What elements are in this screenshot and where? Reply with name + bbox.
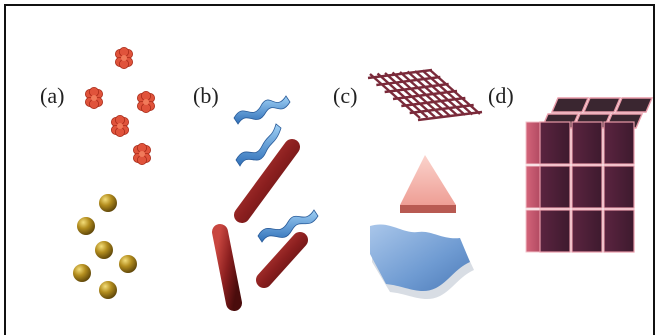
triangle-icon — [400, 155, 456, 213]
panel-label-d: (d) — [488, 83, 514, 108]
panel-label-b: (b) — [193, 83, 219, 108]
cube-stack-icon — [525, 97, 654, 253]
panel-label-a: (a) — [40, 83, 64, 108]
flower-cluster-icon — [85, 47, 155, 165]
sphere-icon — [73, 194, 137, 299]
wavy-sheet-icon — [370, 224, 474, 300]
mesh-icon — [367, 68, 483, 122]
rod-icon — [212, 139, 308, 311]
panel-label-c: (c) — [333, 83, 357, 108]
ribbon-icon — [233, 95, 319, 243]
